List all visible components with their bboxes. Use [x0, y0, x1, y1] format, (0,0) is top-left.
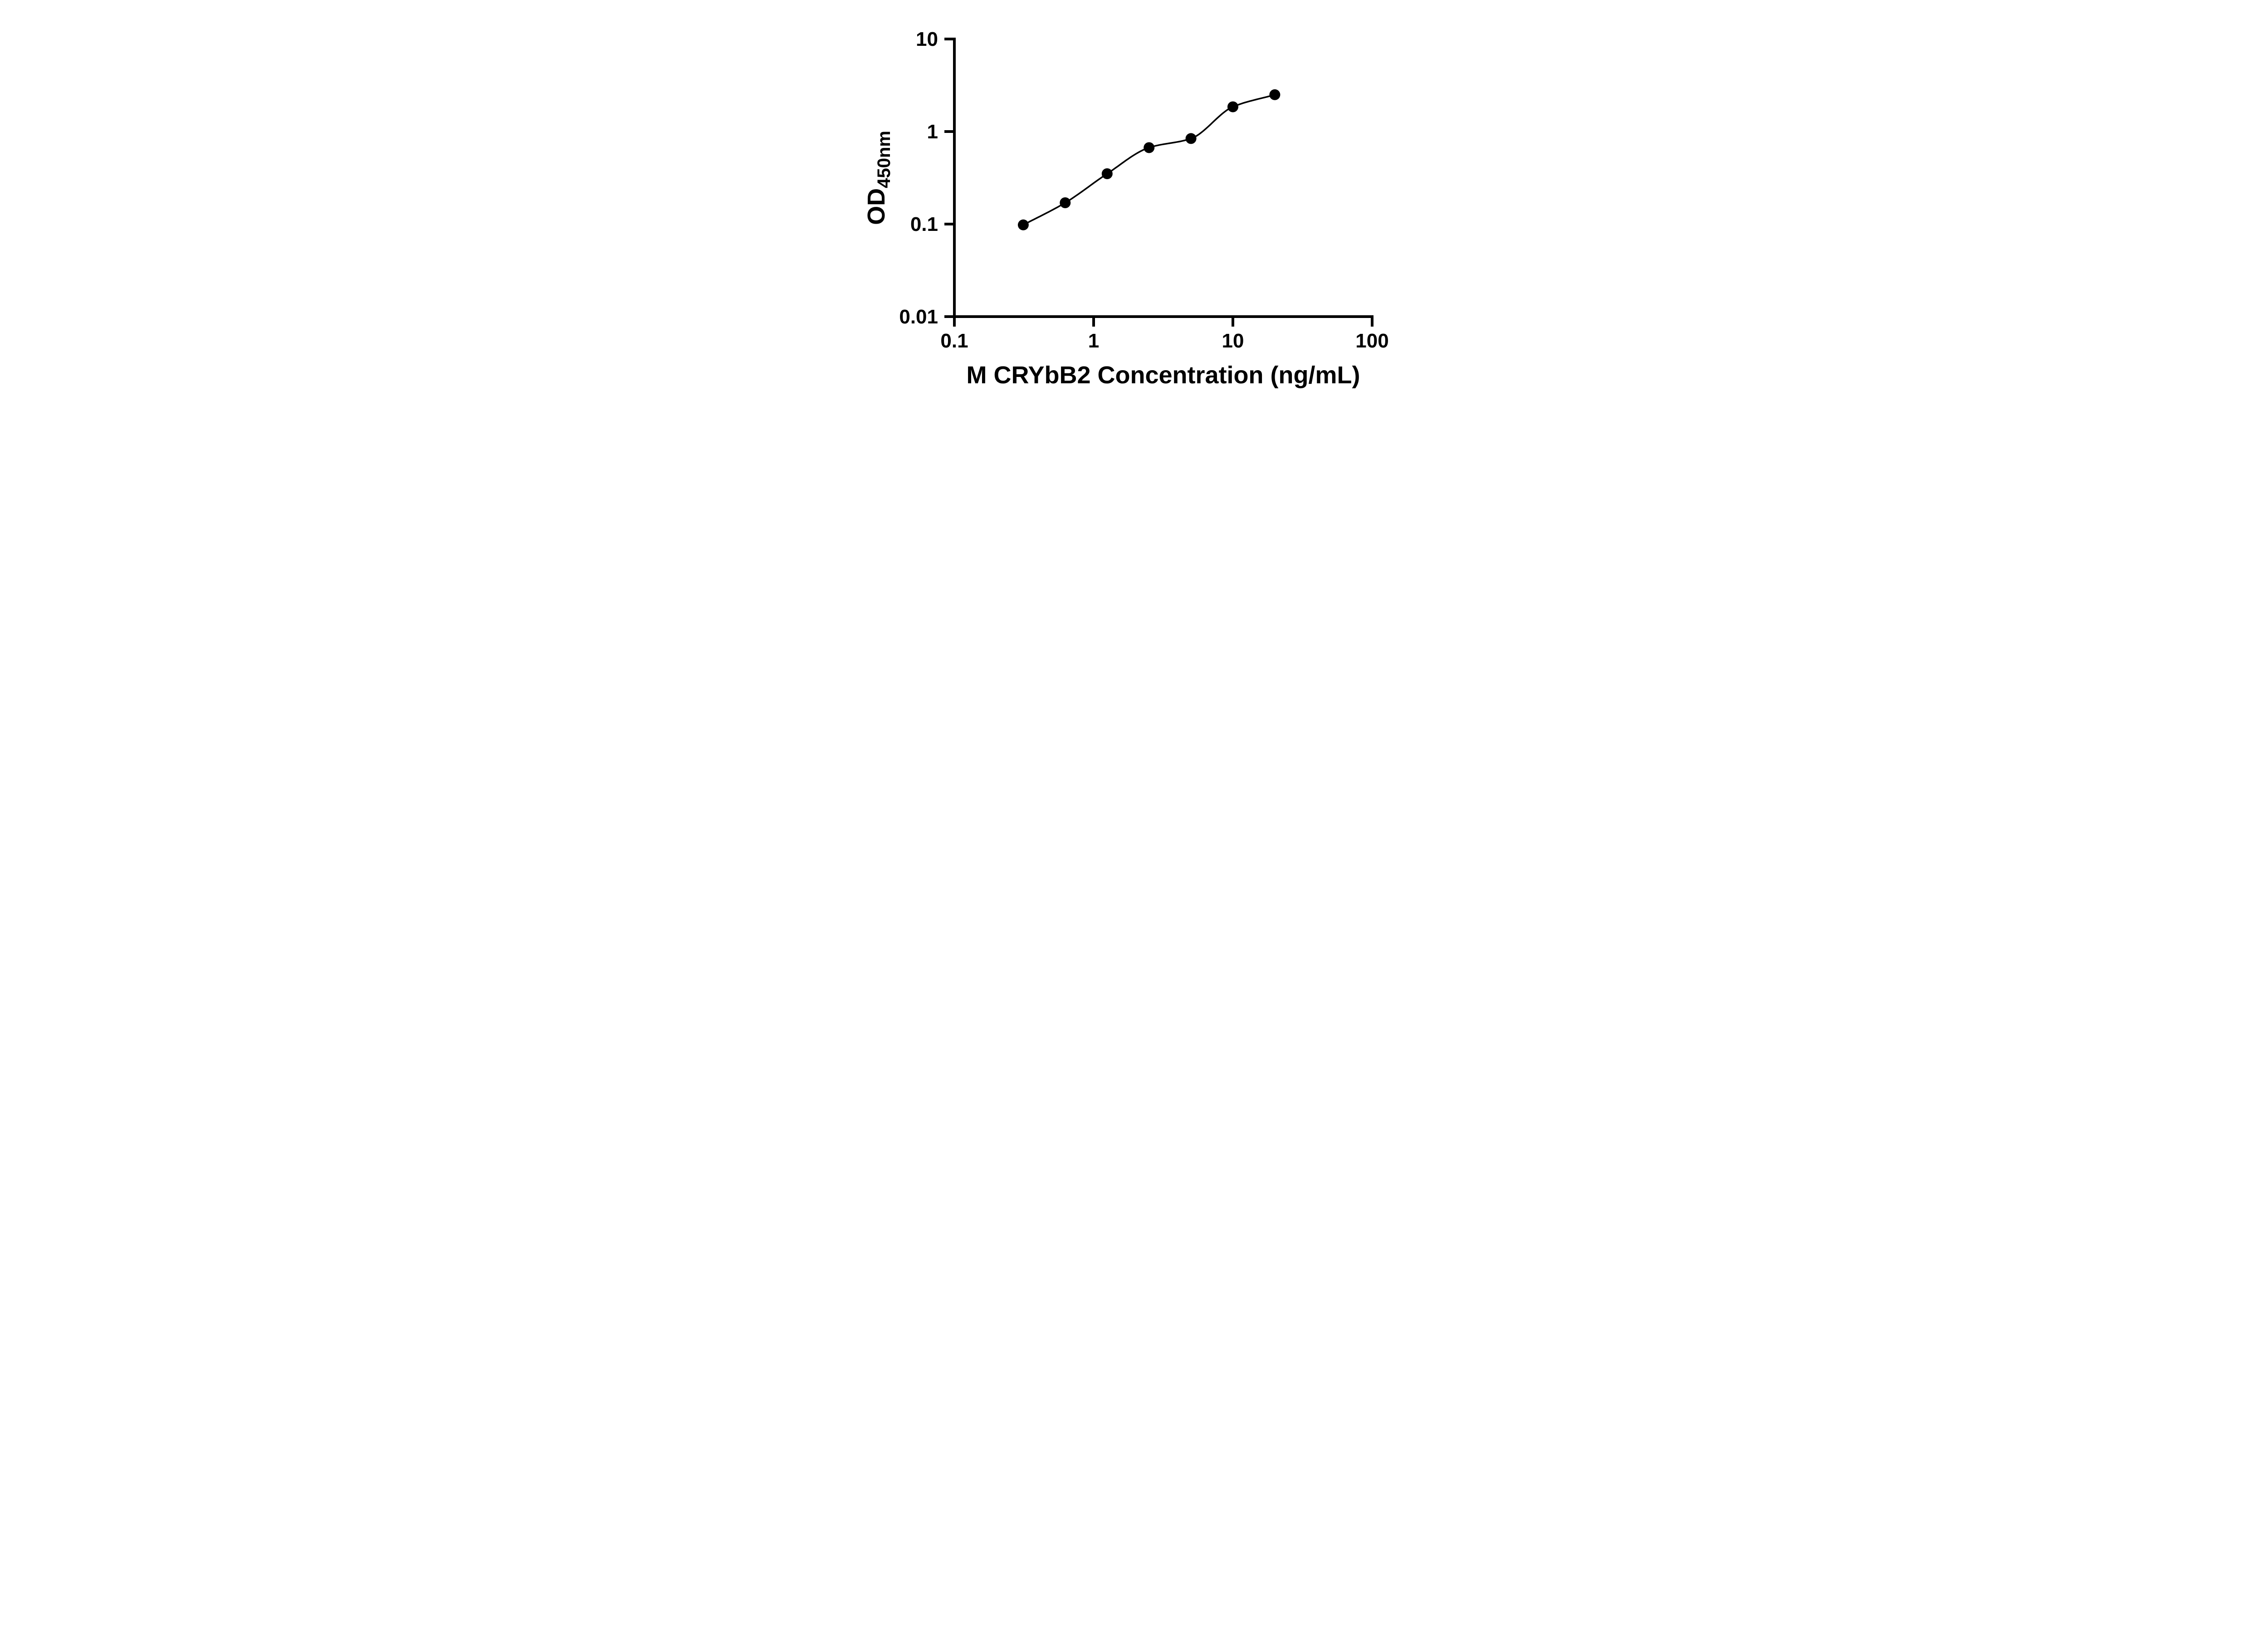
data-point [1269, 89, 1280, 100]
y-axis-title: OD450nm [863, 131, 894, 225]
y-tick-label: 1 [927, 121, 938, 143]
y-tick-label: 10 [916, 28, 938, 50]
data-point [1143, 142, 1154, 153]
y-tick-label: 0.01 [899, 306, 938, 328]
x-axis-title: M CRYbB2 Concentration (ng/mL) [966, 362, 1360, 389]
y-axis-title-main: OD [863, 188, 890, 225]
data-point [1101, 168, 1113, 179]
points-layer [1017, 89, 1280, 230]
x-tick-label: 1 [1088, 330, 1099, 352]
y-tick-label: 0.1 [910, 213, 938, 235]
elisa-standard-curve-figure: 10 1 0.1 0.01 0.1 1 10 100 M CRYbB2 Concentratio… [842, 0, 1426, 408]
data-point [1185, 133, 1197, 144]
data-point [1017, 219, 1029, 230]
x-tick-label: 0.1 [940, 330, 968, 352]
x-tick-label: 100 [1355, 330, 1388, 352]
x-tick-label: 10 [1222, 330, 1244, 352]
y-axis-title-subscript: 450nm [874, 131, 894, 188]
data-point [1227, 101, 1238, 112]
axis-lines [953, 38, 1374, 318]
data-point [1059, 197, 1070, 208]
axes-layer [944, 38, 1374, 327]
